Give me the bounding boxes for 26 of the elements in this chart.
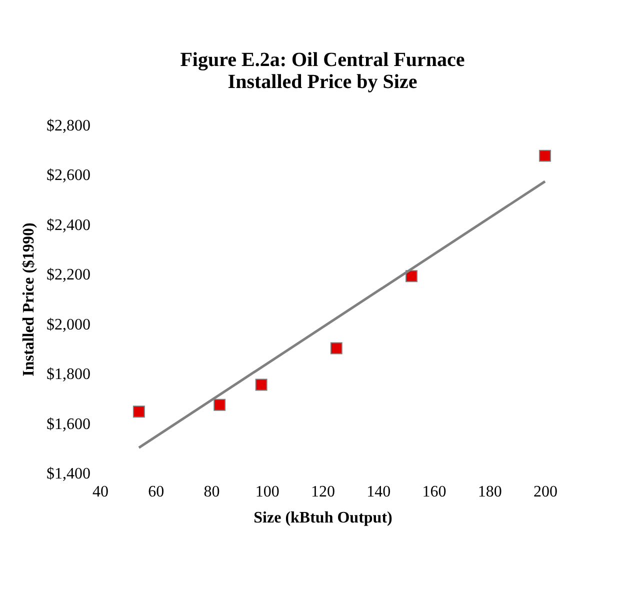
y-axis-title: Installed Price ($1990) <box>20 222 38 376</box>
point <box>214 398 226 411</box>
point <box>539 150 551 162</box>
point <box>406 270 418 282</box>
x-tick-label: 80 <box>204 484 220 500</box>
x-tick-label: 140 <box>366 484 391 500</box>
x-tick-label: 120 <box>311 484 335 500</box>
x-tick-label: 40 <box>92 484 108 500</box>
x-tick-label: 60 <box>148 484 164 500</box>
y-tick-label: $2,800 <box>46 118 90 134</box>
y-tick-label: $1,800 <box>46 366 90 384</box>
y-tick-label: $1,400 <box>46 466 90 482</box>
point <box>132 406 145 418</box>
x-tick-label: 160 <box>422 484 446 500</box>
point <box>330 342 342 354</box>
y-tick-label: $2,200 <box>46 266 90 284</box>
chart-title: Figure E.2a: Oil Central Furnace Installed Price by Size <box>180 49 465 93</box>
x-axis-title: Size (kBtuh Output) <box>254 510 392 526</box>
y-tick-label: $2,600 <box>46 167 90 184</box>
y-tick-label: $1,600 <box>46 416 90 433</box>
point <box>255 378 268 391</box>
x-tick-label: 200 <box>534 484 558 500</box>
y-tick-label: $2,000 <box>46 316 90 334</box>
y-tick-label: $2,400 <box>46 216 90 234</box>
x-tick-label: 180 <box>478 484 502 500</box>
x-tick-label: 100 <box>255 484 280 500</box>
